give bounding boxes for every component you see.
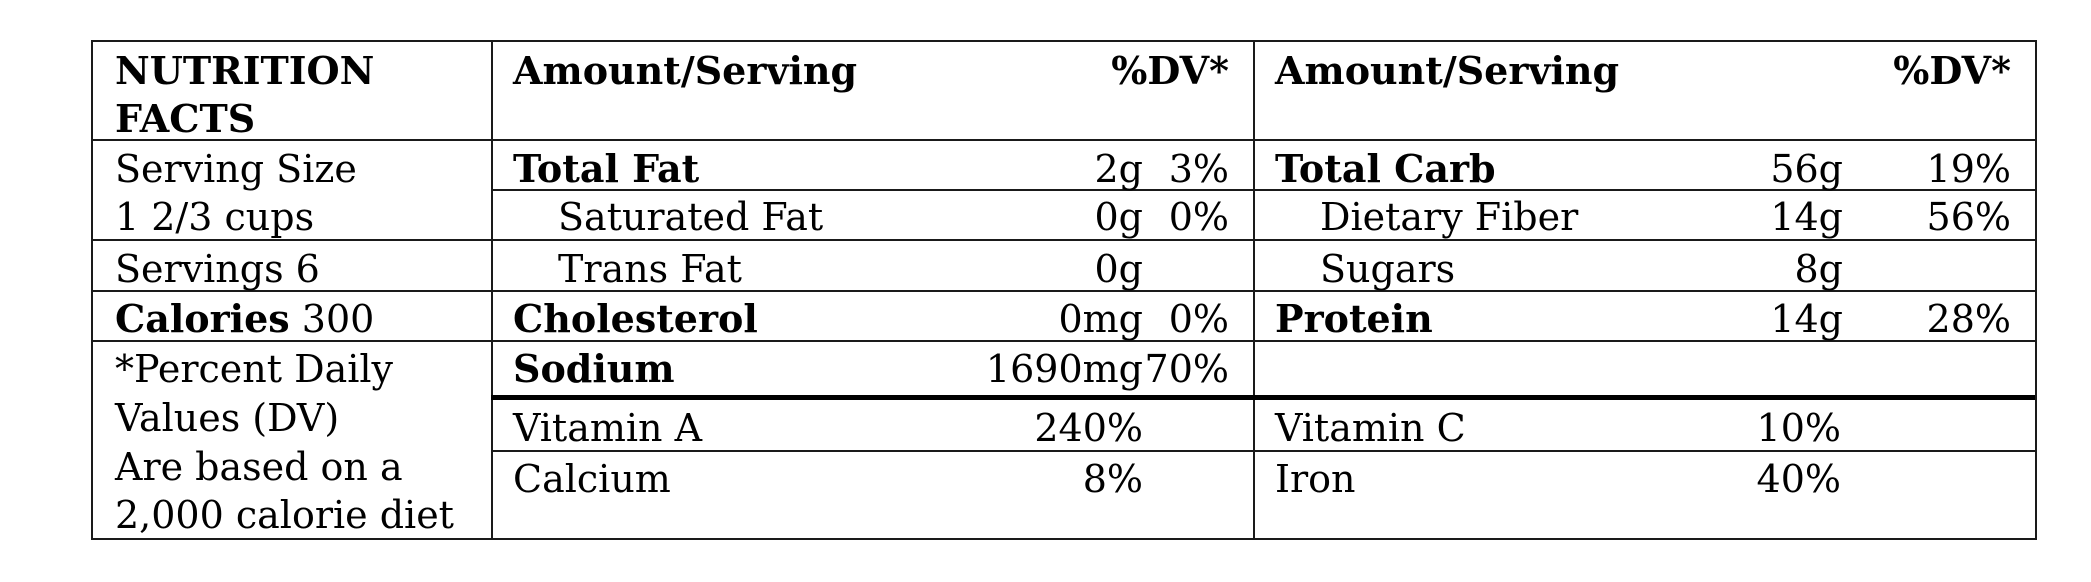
iron-value: 40% [1756,457,1841,501]
nutrient-amount: 0mg [1058,297,1143,341]
nutrient-amount: 56g [1770,147,1843,191]
calories: Calories 300 [115,295,374,343]
vitamin-c-value: 10% [1756,406,1841,450]
divider-horizontal [491,189,2035,191]
vitamin-a-value: 240% [1034,406,1143,450]
serving-size-label: Serving Size [115,147,357,191]
nutrient-name: Sugars [1320,247,1456,291]
nutrient-name: Trans Fat [558,247,742,291]
amount-header: Amount/Serving [513,48,858,93]
dv-header: %DV* [1111,48,1229,93]
footnote-line: 2,000 calorie diet [115,493,454,537]
nutrient-dv: 0% [1168,297,1229,341]
nutrient-name: Dietary Fiber [1320,195,1579,239]
nutrient-dv: 56% [1926,195,2011,239]
vitamin-c-name: Vitamin C [1275,406,1466,450]
dv-header: %DV* [1893,48,2011,93]
nutrient-dv: 3% [1168,147,1229,191]
nutrient-dv: 0% [1168,195,1229,239]
nutrient-name: Total Carb [1275,146,1496,191]
title-line-2: FACTS [115,96,256,141]
footnote-line: *Percent Daily [115,347,394,391]
calcium-name: Calcium [513,457,671,501]
calcium-value: 8% [1082,457,1143,501]
nutrient-amount: 1690mg [985,347,1143,391]
vitamin-a-name: Vitamin A [513,406,703,450]
servings: Servings 6 [115,247,320,291]
nutrient-name: Cholesterol [513,296,758,341]
nutrient-amount: 0g [1094,247,1143,291]
serving-size-value: 1 2/3 cups [115,195,315,239]
nutrient-dv: 28% [1926,297,2011,341]
calories-label: Calories [115,296,290,341]
divider-horizontal [93,139,2035,141]
nutrient-name: Total Fat [513,146,700,191]
title-line-1: NUTRITION [115,48,375,93]
divider-horizontal [93,239,2035,241]
nutrient-name: Protein [1275,296,1433,341]
calories-value: 300 [301,297,375,341]
nutrient-name: Saturated Fat [558,195,824,239]
nutrient-amount: 14g [1770,195,1843,239]
nutrient-amount: 14g [1770,297,1843,341]
nutrition-table: NUTRITION FACTS Serving Size 1 2/3 cups … [91,40,2037,540]
divider-horizontal [491,450,2035,452]
vitamin-separator [491,395,2035,400]
iron-name: Iron [1275,457,1356,501]
footnote-line: Are based on a [115,445,403,489]
divider-horizontal [93,290,2035,292]
nutrient-amount: 2g [1094,147,1143,191]
nutrient-name: Sodium [513,346,675,391]
divider-horizontal [93,340,2035,342]
footnote-line: Values (DV) [115,396,340,440]
nutrient-amount: 0g [1094,195,1143,239]
nutrient-amount: 8g [1794,247,1843,291]
nutrient-dv: 19% [1926,147,2011,191]
nutrient-dv: 70% [1144,347,1229,391]
amount-header: Amount/Serving [1275,48,1620,93]
